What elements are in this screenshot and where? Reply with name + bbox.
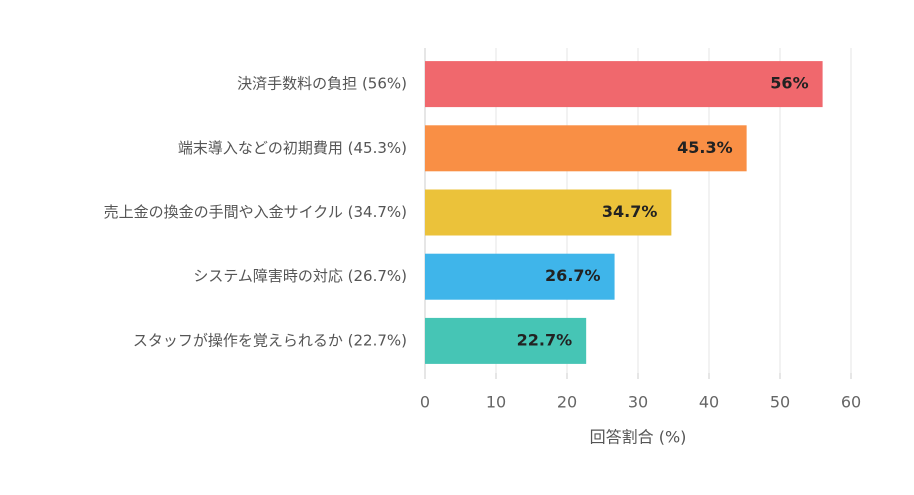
x-tick-label: 50 — [770, 393, 790, 412]
value-label: 34.7% — [602, 202, 658, 221]
y-tick-label: システム障害時の対応 (26.7%) — [193, 267, 407, 285]
value-label: 22.7% — [517, 330, 573, 349]
x-tick-label: 10 — [486, 393, 506, 412]
bar — [425, 125, 747, 172]
x-tick-label: 30 — [628, 393, 648, 412]
x-tick-label: 40 — [699, 393, 719, 412]
x-tick-label: 20 — [557, 393, 577, 412]
bar — [425, 61, 823, 108]
bar — [425, 189, 672, 236]
x-tick-label: 0 — [420, 393, 430, 412]
bar — [425, 253, 615, 300]
y-tick-label: 売上金の換金の手間や入金サイクル (34.7%) — [104, 203, 407, 221]
y-tick-label: スタッフが操作を覚えられるか (22.7%) — [133, 331, 407, 349]
x-tick-label: 60 — [841, 393, 861, 412]
value-label: 56% — [770, 74, 808, 93]
bar — [425, 317, 587, 364]
value-label: 26.7% — [545, 266, 601, 285]
y-tick-label: 決済手数料の負担 (56%) — [237, 75, 407, 93]
value-label: 45.3% — [677, 138, 733, 157]
x-axis-title: 回答割合 (%) — [590, 428, 687, 447]
y-tick-label: 端末導入などの初期費用 (45.3%) — [178, 139, 407, 157]
